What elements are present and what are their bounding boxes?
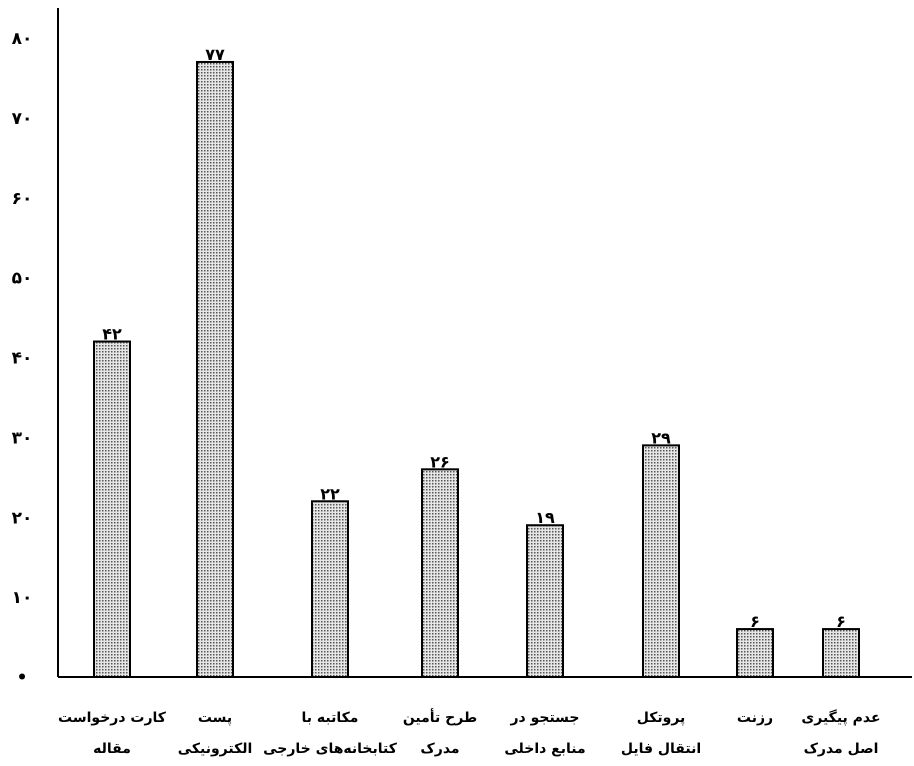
bar (736, 628, 774, 679)
y-tick-label: • (17, 668, 28, 688)
category-label: انتقال فایل (621, 741, 701, 757)
bar (526, 524, 564, 678)
bar (196, 60, 234, 678)
y-tick-label: ۷۰ (12, 109, 33, 129)
category-label: منابع داخلی (504, 741, 585, 757)
bar-value-label: ۲۶ (430, 452, 450, 471)
bar (421, 468, 459, 679)
y-tick-label: ۱۰ (12, 588, 33, 608)
bars: ۴۲ ۷۷ ۲۲ ۲۶ ۱۹ ۲۹ ۶ ۶ (93, 45, 860, 679)
category-label: مکاتبه با (302, 710, 359, 726)
bar (93, 340, 131, 678)
bar-value-label: ۷۷ (205, 45, 225, 64)
category-label: عدم پیگیری (801, 709, 880, 726)
bar-value-label: ۶ (750, 612, 760, 631)
y-tick-label: ۵۰ (12, 269, 33, 289)
y-tick-label: ۸۰ (12, 29, 33, 49)
bar-value-label: ۲۲ (320, 484, 340, 503)
bar (311, 500, 349, 678)
axes (57, 8, 912, 678)
bar-value-label: ۲۹ (651, 428, 671, 447)
category-label: اصل مدرک (804, 741, 879, 757)
category-label: الکترونیکی (178, 741, 253, 757)
y-tick-label: ۶۰ (12, 189, 33, 209)
category-labels: کارت درخواست مقاله پست الکترونیکی مکاتبه با ک… (58, 708, 881, 757)
y-axis-ticks: • ۱۰ ۲۰ ۳۰ ۴۰ ۵۰ ۶۰ ۷۰ ۸۰ (12, 29, 33, 688)
category-label: رزنت (737, 710, 773, 726)
category-label: مقاله (93, 741, 131, 757)
category-label: پست (198, 710, 232, 726)
bar-value-label: ۱۹ (535, 508, 555, 527)
bar (822, 628, 860, 679)
y-tick-label: ۴۰ (12, 349, 33, 369)
category-label: طرح تأمین (403, 708, 477, 726)
y-tick-label: ۲۰ (12, 508, 33, 528)
bar-value-label: ۶ (836, 612, 846, 631)
y-tick-label: ۳۰ (12, 428, 33, 448)
category-label: مدرک (420, 741, 459, 757)
category-label: کارت درخواست (58, 710, 167, 726)
category-label: کتابخانه‌های خارجی (263, 741, 398, 757)
bar (642, 444, 680, 678)
bar-value-label: ۴۲ (102, 325, 122, 344)
category-label: جستجو در (509, 710, 579, 726)
category-label: پروتکل (637, 710, 686, 726)
